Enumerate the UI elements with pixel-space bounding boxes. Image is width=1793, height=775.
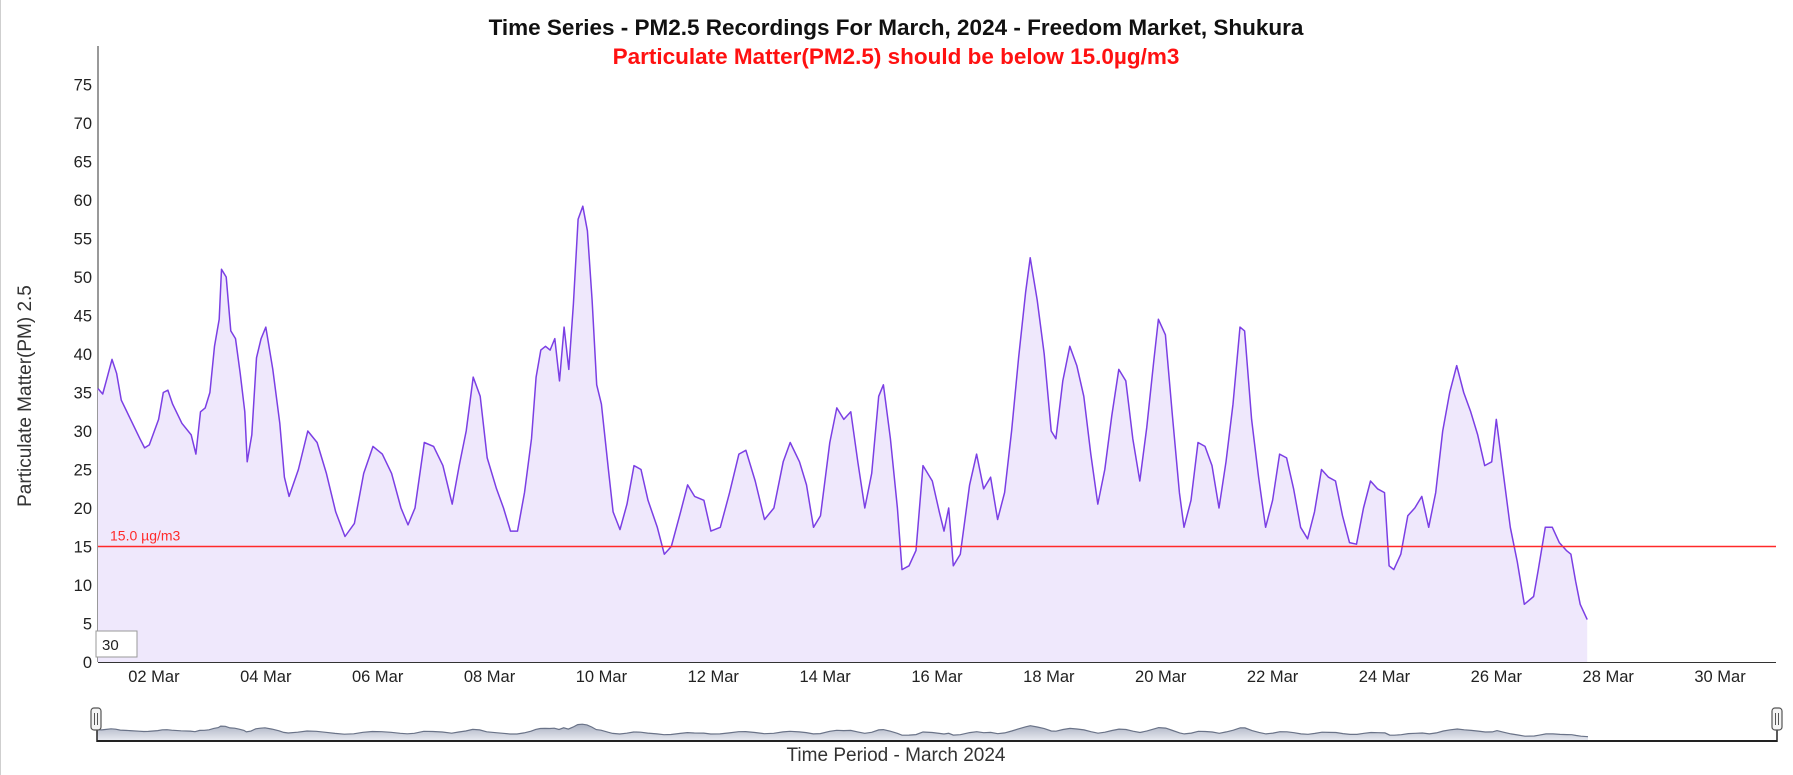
- range-window-input[interactable]: 30: [95, 630, 138, 658]
- y-axis-tick-labels: 0 5 10 15 20 25 30 35 40 45 50 55 60 65 70 75: [74, 77, 92, 673]
- y-tick-label: 50: [74, 269, 92, 287]
- page-left-border: [0, 0, 1, 775]
- y-tick-label: 15: [74, 539, 92, 557]
- x-tick-label: 08 Mar: [464, 668, 516, 686]
- x-tick-label: 30 Mar: [1694, 668, 1746, 686]
- chart-title: Time Series - PM2.5 Recordings For March…: [489, 15, 1304, 40]
- y-tick-label: 45: [74, 308, 92, 326]
- navigator[interactable]: [90, 707, 1783, 742]
- y-axis-title: Particulate Matter(PM) 2.5: [15, 285, 36, 507]
- x-tick-label: 10 Mar: [576, 668, 628, 686]
- chart-subtitle: Particulate Matter(PM2.5) should be belo…: [613, 44, 1180, 69]
- range-window-input-value: 30: [102, 637, 119, 654]
- x-axis-tick-labels: 02 Mar 04 Mar 06 Mar 08 Mar 10 Mar 12 Mar 14 M…: [128, 668, 1746, 686]
- navigator-left-handle[interactable]: [90, 707, 102, 731]
- y-tick-label: 5: [83, 616, 92, 634]
- x-tick-label: 20 Mar: [1135, 668, 1187, 686]
- navigator-handle-grip[interactable]: [90, 707, 102, 731]
- y-tick-label: 70: [74, 115, 92, 133]
- y-tick-label: 0: [83, 654, 92, 672]
- x-tick-label: 16 Mar: [911, 668, 963, 686]
- pm25-series-line: [97, 205, 1588, 620]
- x-tick-label: 04 Mar: [240, 668, 292, 686]
- navigator-handle-grip[interactable]: [1771, 707, 1783, 731]
- y-tick-label: 65: [74, 154, 92, 172]
- x-axis-title: Time Period - March 2024: [787, 745, 1006, 766]
- navigator-area: [97, 724, 1588, 740]
- y-tick-label: 60: [74, 192, 92, 210]
- y-tick-label: 25: [74, 462, 92, 480]
- plot-area: [97, 46, 1776, 663]
- y-tick-label: 10: [74, 577, 92, 595]
- x-tick-label: 26 Mar: [1471, 668, 1523, 686]
- y-tick-label: 55: [74, 231, 92, 249]
- x-tick-label: 06 Mar: [352, 668, 404, 686]
- navigator-line: [96, 723, 1589, 738]
- x-tick-label: 28 Mar: [1583, 668, 1635, 686]
- x-tick-label: 12 Mar: [688, 668, 740, 686]
- navigator-right-handle[interactable]: [1771, 707, 1783, 731]
- y-tick-label: 40: [74, 346, 92, 364]
- y-tick-label: 20: [74, 500, 92, 518]
- threshold-label: 15.0 µg/m3: [110, 528, 181, 544]
- x-tick-label: 24 Mar: [1359, 668, 1411, 686]
- range-window-input-box[interactable]: [95, 630, 138, 658]
- threshold-layer: 15.0 µg/m3: [98, 528, 1776, 548]
- y-tick-label: 30: [74, 423, 92, 441]
- x-tick-label: 22 Mar: [1247, 668, 1299, 686]
- x-tick-label: 02 Mar: [128, 668, 180, 686]
- y-tick-label: 75: [74, 77, 92, 95]
- x-tick-label: 18 Mar: [1023, 668, 1075, 686]
- pm25-area-fill: [98, 206, 1588, 662]
- x-tick-label: 14 Mar: [799, 668, 851, 686]
- y-tick-label: 35: [74, 385, 92, 403]
